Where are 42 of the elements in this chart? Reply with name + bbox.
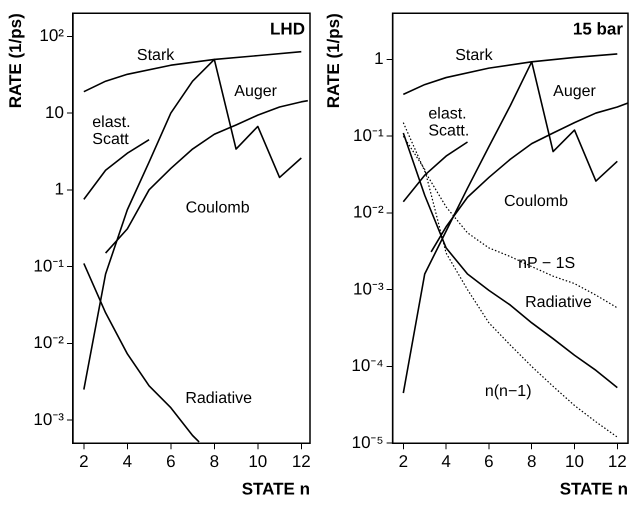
series-label: n(n−1)	[484, 383, 532, 400]
y-tick-label: 1	[54, 180, 64, 199]
x-tick-label: 12	[608, 452, 627, 472]
y-tick-label: 1	[374, 49, 384, 68]
chart-title: LHD	[270, 19, 305, 38]
x-tick-label: 2	[398, 452, 408, 472]
x-tick-label: 10	[565, 452, 584, 472]
y-tick-label: 10⁻⁵	[352, 432, 384, 452]
text: Coulomb	[186, 199, 250, 216]
series-label: nP − 1S	[518, 254, 576, 272]
y-tick-label: 10⁻²	[353, 202, 384, 222]
x-tick-label: 10	[248, 452, 268, 472]
series-label: elast. Scatt.	[428, 106, 470, 140]
x-axis-title: STATE n	[242, 479, 310, 498]
series-label: elast. Scatt	[92, 114, 131, 148]
series-label: Radiative	[185, 390, 252, 408]
y-tick-label: 10⁻¹	[33, 256, 64, 276]
series-label: Stark	[136, 47, 176, 64]
series-label: Coulomb	[504, 193, 568, 210]
series-label: Auger	[234, 83, 278, 100]
y-tick-label: 10⁻³	[353, 279, 384, 298]
y-tick-label: 10⁻¹	[353, 126, 384, 145]
y-tick-label: 10⁻⁴	[351, 356, 384, 376]
y-axis-title: RATE (1/ps)	[6, 13, 25, 108]
y-axis-title: RATE (1/ps)	[324, 13, 343, 108]
x-tick-label: 2	[79, 452, 89, 472]
y-tick-label: 10⁻³	[33, 410, 64, 429]
x-tick-label: 6	[484, 452, 494, 472]
x-tick-label: 4	[122, 452, 132, 472]
y-tick-label: 10	[45, 102, 64, 122]
x-tick-label: 4	[441, 452, 451, 472]
x-tick-label: 12	[292, 452, 311, 472]
x-tick-label: 8	[526, 452, 536, 472]
x-tick-label: 6	[166, 452, 176, 472]
series-label: Radiative	[525, 294, 592, 311]
x-axis-title: STATE n	[560, 479, 628, 498]
y-tick-label: 10²	[39, 26, 64, 45]
series-label: Stark	[455, 47, 494, 64]
chart-title: 15 bar	[572, 19, 624, 38]
series-label: Auger	[553, 83, 597, 100]
x-tick-label: 8	[210, 452, 220, 472]
y-tick-label: 10⁻²	[33, 333, 64, 352]
